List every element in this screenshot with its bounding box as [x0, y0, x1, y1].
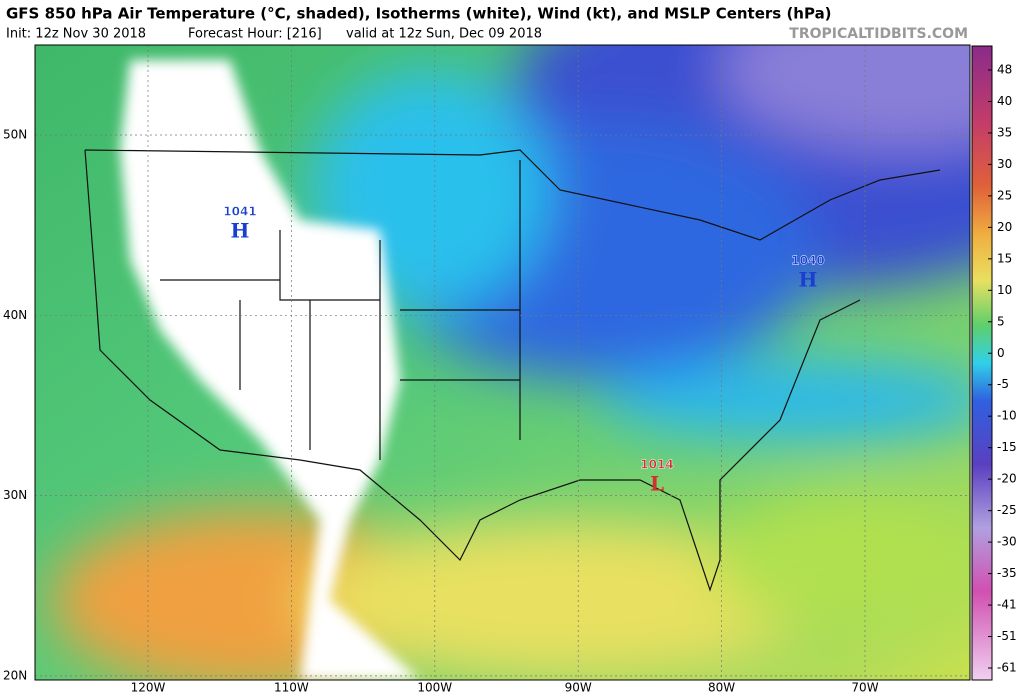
- lon-label: 120W: [131, 681, 166, 695]
- lon-label: 110W: [274, 681, 309, 695]
- colorbar-label: 40: [997, 94, 1012, 108]
- colorbar-label: 35: [997, 125, 1012, 139]
- center-pressure: 1041: [223, 205, 256, 219]
- center-pressure: 1014: [640, 458, 673, 472]
- colorbar-label: -20: [997, 472, 1017, 486]
- lon-label: 100W: [417, 681, 452, 695]
- map-frame: [34, 44, 971, 681]
- center-symbol: L: [650, 472, 664, 496]
- boundaries: [84, 149, 941, 592]
- colorbar-label: -51: [997, 629, 1017, 643]
- forecast-hour: Forecast Hour: [216]: [188, 27, 322, 42]
- lon-label: 90W: [565, 681, 592, 695]
- colorbar-label: 15: [997, 251, 1012, 265]
- colorbar-label: 25: [997, 188, 1012, 202]
- colorbar-label: -10: [997, 409, 1017, 423]
- center-symbol: H: [799, 268, 818, 292]
- colorbar-label: 30: [997, 157, 1012, 171]
- site-name: TROPICALTIDBITS.COM: [789, 26, 968, 42]
- colorbar: [971, 45, 993, 681]
- center-pressure: 1040: [791, 254, 824, 268]
- below-terrain: [120, 60, 420, 680]
- colorbar-label: -5: [997, 377, 1009, 391]
- lat-label: 50N: [3, 128, 27, 142]
- lat-label: 20N: [3, 668, 27, 682]
- lat-label: 30N: [3, 488, 27, 502]
- colorbar-label: -35: [997, 566, 1017, 580]
- colorbar-label: 5: [997, 314, 1005, 328]
- colorbar-label: 20: [997, 220, 1012, 234]
- lon-label: 70W: [851, 681, 878, 695]
- graticule: [35, 45, 970, 680]
- colorbar-label: -30: [997, 535, 1017, 549]
- colorbar-label: 10: [997, 283, 1012, 297]
- map: [35, 45, 970, 680]
- valid-time: valid at 12z Sun, Dec 09 2018: [346, 27, 542, 42]
- lat-label: 40N: [3, 308, 27, 322]
- colorbar-label: -61: [997, 661, 1017, 675]
- colorbar-label: 48: [997, 63, 1012, 77]
- title: GFS 850 hPa Air Temperature (°C, shaded)…: [6, 5, 832, 23]
- init: Init: 12z Nov 30 2018: [6, 27, 146, 42]
- colorbar-label: -41: [997, 598, 1017, 612]
- colorbar-label: -15: [997, 440, 1017, 454]
- colorbar-label: -25: [997, 503, 1017, 517]
- lon-label: 80W: [708, 681, 735, 695]
- center-symbol: H: [231, 219, 250, 243]
- colorbar-label: 0: [997, 346, 1005, 360]
